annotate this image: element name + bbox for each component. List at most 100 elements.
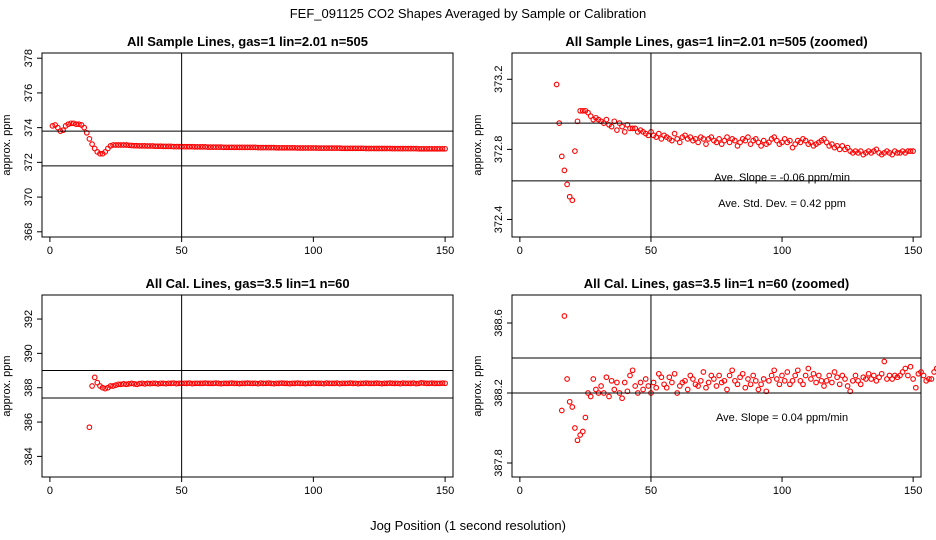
data-point [792, 141, 799, 147]
data-point [787, 137, 793, 144]
data-point [394, 380, 401, 387]
x-tick-label: 150 [904, 485, 922, 497]
data-point [566, 398, 573, 405]
data-point [645, 383, 652, 389]
y-tick-label: 388.6 [493, 309, 505, 337]
y-tick-label: 378 [23, 49, 35, 67]
data-point [234, 380, 240, 387]
data-point [829, 141, 835, 147]
data-point [700, 136, 707, 142]
data-point [844, 144, 851, 151]
data-point [758, 143, 764, 149]
data-point [624, 121, 631, 128]
data-point [97, 150, 103, 157]
x-tick-label: 50 [176, 485, 188, 497]
data-point [313, 145, 319, 151]
data-point [577, 107, 584, 114]
data-point [784, 369, 791, 375]
data-point [260, 380, 267, 387]
data-point [674, 136, 681, 142]
data-point [726, 372, 733, 379]
data-point [794, 367, 801, 374]
plot-frame [41, 52, 454, 238]
data-point [787, 381, 793, 388]
data-point [273, 144, 280, 151]
data-point [273, 380, 280, 387]
data-point [742, 384, 749, 391]
data-point [918, 369, 924, 375]
data-point [152, 143, 159, 150]
data-point [313, 380, 319, 387]
data-point [294, 145, 301, 151]
data-point [120, 142, 127, 148]
data-point [197, 144, 203, 150]
data-point [572, 425, 578, 431]
data-point [242, 380, 248, 387]
data-point [157, 143, 164, 150]
panel-title: All Cal. Lines, gas=3.5 lin=1 n=60 [145, 276, 349, 291]
data-point [577, 432, 584, 438]
data-point [289, 380, 296, 387]
data-point [123, 142, 130, 148]
data-point [305, 145, 311, 151]
data-point [669, 137, 675, 144]
panel-title: All Sample Lines, gas=1 lin=2.01 n=505 [127, 34, 368, 49]
data-point [321, 145, 327, 151]
data-point [574, 437, 581, 444]
data-point [611, 386, 618, 393]
data-point [344, 145, 351, 152]
data-point [629, 125, 636, 132]
data-point [569, 404, 576, 410]
data-point [270, 380, 277, 387]
x-tick-label: 0 [517, 485, 523, 497]
data-point [199, 144, 206, 150]
y-tick-label: 387.8 [493, 449, 505, 477]
data-point [721, 377, 728, 384]
data-point [352, 380, 359, 387]
data-point [107, 383, 114, 389]
data-point [149, 143, 156, 149]
panel-cal-lines-zoomed: All Cal. Lines, gas=3.5 lin=1 n=60 (zoom… [472, 276, 936, 497]
data-point [131, 142, 138, 149]
data-point [252, 144, 259, 151]
data-point [621, 129, 628, 135]
data-point [439, 380, 446, 386]
data-point [328, 380, 335, 387]
data-point [128, 142, 135, 149]
data-point [284, 144, 290, 151]
data-point [89, 383, 95, 389]
data-point [766, 377, 772, 384]
data-point [220, 144, 227, 151]
data-point [126, 142, 132, 149]
data-point [676, 139, 683, 146]
data-point [429, 380, 435, 386]
x-tick-label: 100 [304, 245, 322, 257]
data-point [823, 139, 830, 146]
data-point [379, 380, 385, 387]
x-tick-label: 100 [773, 485, 791, 497]
data-point [697, 377, 704, 384]
data-point [344, 380, 351, 387]
y-tick-label: 374 [23, 118, 35, 136]
data-point [582, 414, 589, 421]
data-point [849, 377, 856, 384]
data-point [381, 380, 388, 387]
data-point [323, 380, 330, 386]
data-point [81, 124, 88, 131]
data-point [755, 386, 762, 393]
data-point [368, 145, 375, 152]
data-point [718, 141, 725, 147]
data-point [397, 380, 404, 387]
data-point [400, 380, 406, 386]
data-point [215, 380, 222, 387]
data-point [758, 381, 764, 388]
data-point [141, 381, 148, 387]
data-point [357, 145, 364, 152]
data-point [865, 370, 872, 377]
y-axis-label: approx. ppm [1, 114, 13, 175]
data-point [933, 365, 936, 372]
data-point [907, 148, 914, 154]
data-point [123, 381, 130, 388]
data-point [553, 81, 560, 88]
y-tick-label: 388 [23, 379, 35, 397]
